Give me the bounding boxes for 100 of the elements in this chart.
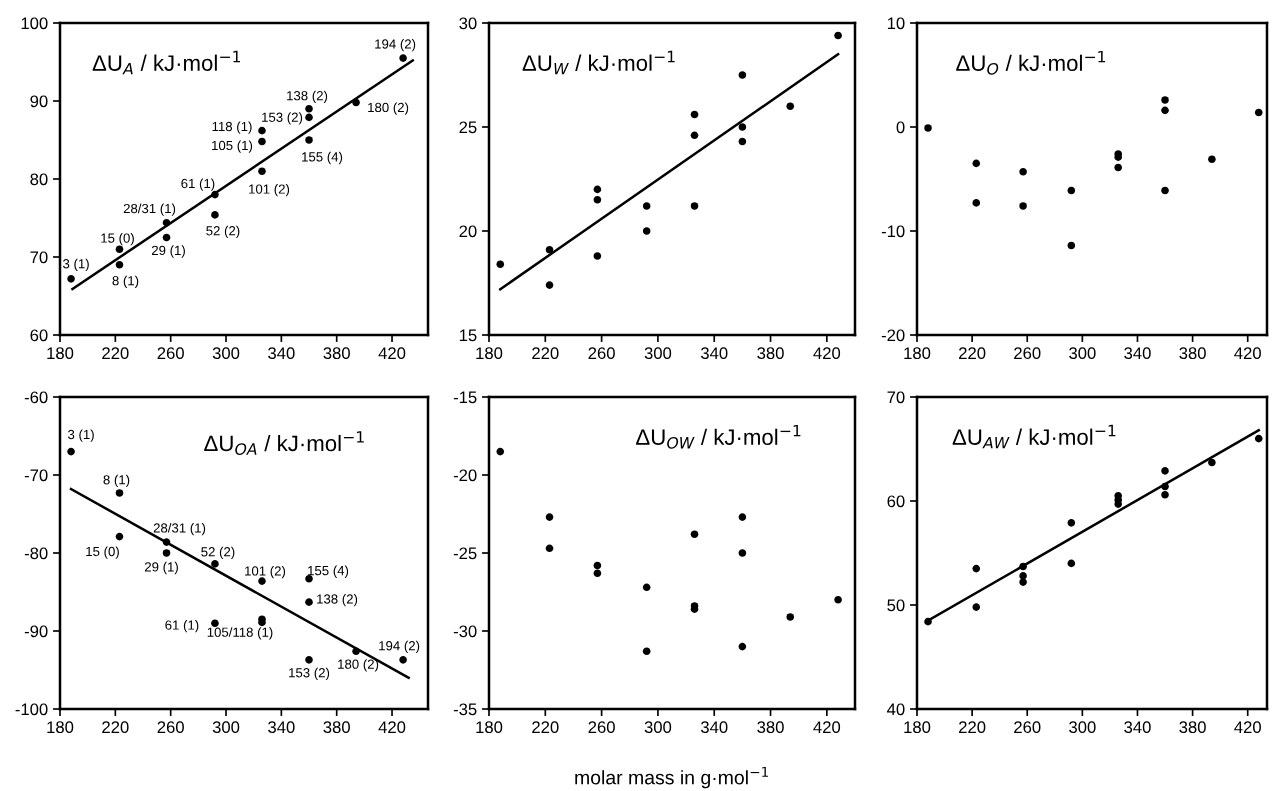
data-label: 28/31 (1) (123, 203, 176, 216)
point (115, 245, 124, 253)
point (496, 260, 505, 269)
point (593, 561, 602, 570)
x-tick-label: 420 (1234, 347, 1261, 360)
point (399, 54, 407, 62)
point (1161, 467, 1169, 475)
point (162, 538, 171, 546)
data-label: 101 (2) (249, 184, 290, 197)
point (162, 549, 171, 557)
point (1161, 482, 1169, 491)
x-tick-label: 300 (212, 347, 240, 360)
point (642, 583, 651, 592)
x-tick-label: 220 (959, 347, 986, 360)
x-tick-label: 340 (268, 721, 295, 734)
y-tick-label: -20 (881, 329, 905, 342)
point (545, 245, 554, 254)
data-label: 194 (2) (375, 38, 416, 52)
point (1114, 163, 1122, 172)
data-label: 101 (2) (245, 565, 286, 579)
point (352, 647, 360, 656)
y-tick-label: 60 (30, 329, 48, 342)
data-label: 3 (1) (63, 258, 89, 271)
point (1208, 458, 1216, 467)
point (67, 447, 75, 456)
point (258, 137, 266, 146)
x-tick-label: 300 (1069, 721, 1096, 734)
data-label: 28/31 (1) (153, 522, 206, 536)
x-tick-label: 420 (813, 721, 841, 734)
point (1208, 155, 1216, 164)
x-tick-label: 380 (1179, 721, 1206, 734)
x-tick-label: 340 (700, 347, 728, 360)
x-tick-label: 220 (102, 347, 129, 360)
data-label: 118 (1) (212, 121, 252, 134)
y-tick-label: -15 (453, 391, 477, 404)
point (1019, 167, 1027, 176)
y-tick-label: 50 (887, 599, 905, 612)
x-tick-label: 180 (476, 721, 503, 734)
data-label: 8 (1) (112, 275, 139, 288)
point (1161, 96, 1169, 104)
data-label: 3 (1) (68, 429, 94, 442)
x-tick-label: 220 (102, 721, 129, 734)
point (115, 489, 124, 497)
data-label: 155 (4) (302, 151, 343, 165)
point (1067, 186, 1076, 195)
data-label: 15 (0) (101, 233, 134, 246)
point (115, 532, 124, 541)
x-tick-label: 180 (47, 721, 74, 734)
y-tick-label: -35 (453, 703, 477, 716)
x-tick-label: 340 (1124, 347, 1151, 360)
text: ΔU$_{O}$ / kJ·mol$^{−1}$ (956, 50, 1106, 75)
point (1067, 241, 1076, 250)
point (1067, 519, 1076, 527)
point (972, 199, 981, 207)
point (642, 202, 651, 210)
x-tick-label: 380 (323, 347, 350, 360)
data-label: 29 (1) (144, 561, 178, 575)
data-label: 8 (1) (103, 474, 130, 488)
point (593, 196, 602, 204)
point (399, 656, 407, 664)
y-tick-label: -60 (24, 391, 48, 404)
y-tick-label: 60 (887, 495, 905, 508)
point (786, 102, 795, 110)
y-tick-label: -100 (15, 703, 48, 716)
y-tick-label: 20 (459, 225, 477, 238)
data-label: 155 (4) (308, 565, 349, 578)
data-label: 180 (2) (338, 659, 379, 672)
data-label: 15 (0) (86, 546, 119, 559)
point (690, 131, 699, 140)
point (738, 549, 747, 557)
point (1161, 490, 1169, 499)
x-tick-label: 260 (588, 347, 615, 360)
point (305, 113, 313, 122)
x-tick-label: 300 (644, 347, 672, 360)
y-tick-label: -90 (24, 625, 48, 638)
point (1067, 559, 1076, 568)
point (924, 617, 932, 626)
x-tick-label: 420 (813, 347, 841, 360)
point (593, 252, 602, 260)
point (162, 233, 171, 242)
point (834, 31, 842, 40)
y-tick-label: -30 (453, 625, 477, 638)
y-tick-label: -80 (24, 547, 48, 560)
point (690, 110, 699, 119)
x-tick-label: 180 (904, 721, 931, 734)
point (642, 227, 651, 235)
data-label: 61 (1) (181, 178, 215, 191)
point (1019, 202, 1027, 210)
data-label: 138 (2) (287, 90, 328, 103)
y-tick-label: -25 (453, 547, 477, 560)
point (211, 211, 219, 219)
point (972, 564, 981, 573)
point (642, 647, 651, 656)
y-tick-label: 30 (459, 17, 477, 30)
point (1254, 434, 1263, 443)
x-tick-label: 300 (212, 721, 240, 734)
x-tick-label: 180 (47, 347, 74, 360)
x-tick-label: 340 (268, 347, 295, 360)
text: ΔU$_{AW}$ / kJ·mol$^{−1}$ (952, 424, 1116, 449)
x-tick-label: 180 (476, 347, 503, 360)
